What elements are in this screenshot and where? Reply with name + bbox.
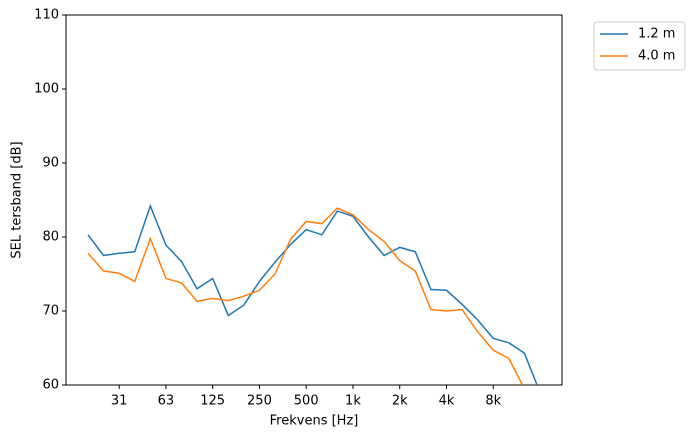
x-tick-label: 4k	[439, 394, 455, 409]
y-tick-label: 110	[34, 8, 59, 23]
y-tick-label: 70	[42, 304, 59, 319]
line	[87, 203, 538, 385]
y-tick-label: 80	[42, 230, 59, 245]
x-tick-label: 8k	[485, 394, 501, 409]
legend-label: 1.2 m	[638, 27, 675, 42]
x-tick-label: 250	[247, 394, 272, 409]
y-tick-label: 90	[42, 156, 59, 171]
x-axis-label: Frekvens [Hz]	[270, 414, 359, 429]
line	[87, 207, 524, 385]
plot-area	[87, 203, 538, 385]
plot-frame	[65, 14, 563, 386]
x-tick-label: 125	[200, 394, 225, 409]
y-tick-label: 100	[34, 82, 59, 97]
y-axis-label: SEL tersband [dB]	[10, 141, 25, 258]
y-tick-label: 60	[42, 378, 59, 393]
x-tick-label: 63	[158, 394, 175, 409]
legend-label: 4.0 m	[638, 49, 675, 64]
x-tick-label: 500	[294, 394, 319, 409]
x-tick-label: 31	[111, 394, 128, 409]
x-tick-label: 2k	[392, 394, 408, 409]
x-tick-label: 1k	[345, 394, 361, 409]
